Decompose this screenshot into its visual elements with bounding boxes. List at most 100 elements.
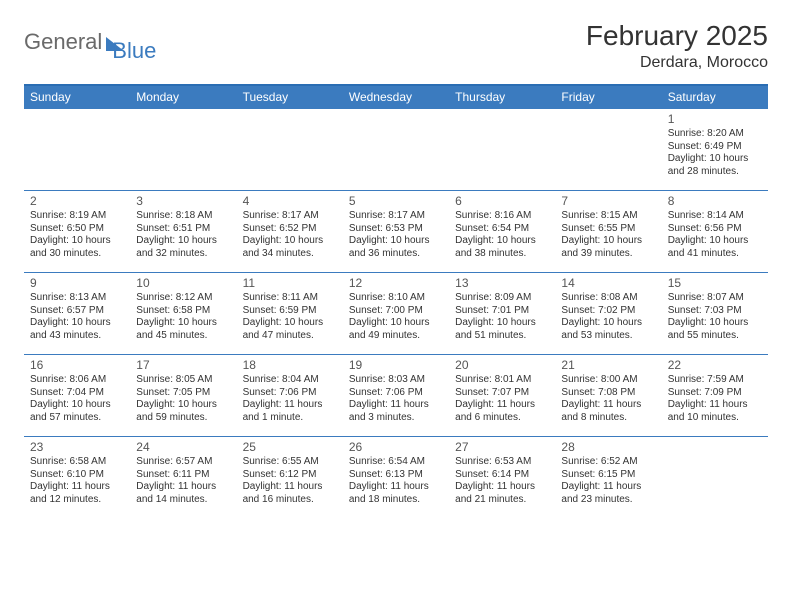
daylight-line: Daylight: 11 hours and 3 minutes. bbox=[349, 399, 443, 424]
sunrise-line: Sunrise: 8:19 AM bbox=[30, 210, 124, 223]
day-number: 5 bbox=[349, 194, 443, 209]
daylight-line: Daylight: 10 hours and 59 minutes. bbox=[136, 399, 230, 424]
calendar-empty-cell bbox=[130, 109, 236, 190]
sunset-line: Sunset: 6:57 PM bbox=[30, 305, 124, 318]
daylight-line: Daylight: 10 hours and 39 minutes. bbox=[561, 235, 655, 260]
day-number: 23 bbox=[30, 440, 124, 455]
sunset-line: Sunset: 7:09 PM bbox=[668, 387, 762, 400]
calendar-day-cell: 1Sunrise: 8:20 AMSunset: 6:49 PMDaylight… bbox=[662, 109, 768, 190]
daylight-line: Daylight: 10 hours and 36 minutes. bbox=[349, 235, 443, 260]
calendar-day-cell: 25Sunrise: 6:55 AMSunset: 6:12 PMDayligh… bbox=[237, 437, 343, 518]
calendar-week-row: 23Sunrise: 6:58 AMSunset: 6:10 PMDayligh… bbox=[24, 436, 768, 518]
calendar-day-cell: 16Sunrise: 8:06 AMSunset: 7:04 PMDayligh… bbox=[24, 355, 130, 436]
calendar-day-cell: 23Sunrise: 6:58 AMSunset: 6:10 PMDayligh… bbox=[24, 437, 130, 518]
day-number: 3 bbox=[136, 194, 230, 209]
sunset-line: Sunset: 7:08 PM bbox=[561, 387, 655, 400]
daylight-line: Daylight: 10 hours and 32 minutes. bbox=[136, 235, 230, 260]
sunset-line: Sunset: 6:58 PM bbox=[136, 305, 230, 318]
sunrise-line: Sunrise: 8:09 AM bbox=[455, 292, 549, 305]
day-number: 28 bbox=[561, 440, 655, 455]
calendar-day-cell: 8Sunrise: 8:14 AMSunset: 6:56 PMDaylight… bbox=[662, 191, 768, 272]
weekday-tuesday: Tuesday bbox=[237, 86, 343, 108]
sunrise-line: Sunrise: 6:58 AM bbox=[30, 456, 124, 469]
sunrise-line: Sunrise: 8:03 AM bbox=[349, 374, 443, 387]
day-number: 27 bbox=[455, 440, 549, 455]
daylight-line: Daylight: 11 hours and 23 minutes. bbox=[561, 481, 655, 506]
calendar-empty-cell bbox=[662, 437, 768, 518]
day-number: 8 bbox=[668, 194, 762, 209]
sunrise-line: Sunrise: 6:55 AM bbox=[243, 456, 337, 469]
daylight-line: Daylight: 10 hours and 34 minutes. bbox=[243, 235, 337, 260]
daylight-line: Daylight: 10 hours and 55 minutes. bbox=[668, 317, 762, 342]
calendar-day-cell: 26Sunrise: 6:54 AMSunset: 6:13 PMDayligh… bbox=[343, 437, 449, 518]
sunrise-line: Sunrise: 8:05 AM bbox=[136, 374, 230, 387]
sunrise-line: Sunrise: 8:16 AM bbox=[455, 210, 549, 223]
sunset-line: Sunset: 7:07 PM bbox=[455, 387, 549, 400]
calendar-day-cell: 5Sunrise: 8:17 AMSunset: 6:53 PMDaylight… bbox=[343, 191, 449, 272]
day-number: 24 bbox=[136, 440, 230, 455]
calendar: Sunday Monday Tuesday Wednesday Thursday… bbox=[24, 84, 768, 518]
calendar-week-row: 2Sunrise: 8:19 AMSunset: 6:50 PMDaylight… bbox=[24, 190, 768, 272]
day-number: 4 bbox=[243, 194, 337, 209]
sunset-line: Sunset: 6:52 PM bbox=[243, 223, 337, 236]
sunset-line: Sunset: 6:55 PM bbox=[561, 223, 655, 236]
daylight-line: Daylight: 10 hours and 47 minutes. bbox=[243, 317, 337, 342]
calendar-week-row: 16Sunrise: 8:06 AMSunset: 7:04 PMDayligh… bbox=[24, 354, 768, 436]
sunset-line: Sunset: 6:53 PM bbox=[349, 223, 443, 236]
day-number: 14 bbox=[561, 276, 655, 291]
day-number: 13 bbox=[455, 276, 549, 291]
sunset-line: Sunset: 7:00 PM bbox=[349, 305, 443, 318]
sunrise-line: Sunrise: 8:10 AM bbox=[349, 292, 443, 305]
calendar-day-cell: 14Sunrise: 8:08 AMSunset: 7:02 PMDayligh… bbox=[555, 273, 661, 354]
sunrise-line: Sunrise: 8:01 AM bbox=[455, 374, 549, 387]
calendar-day-cell: 13Sunrise: 8:09 AMSunset: 7:01 PMDayligh… bbox=[449, 273, 555, 354]
sunrise-line: Sunrise: 6:53 AM bbox=[455, 456, 549, 469]
calendar-day-cell: 19Sunrise: 8:03 AMSunset: 7:06 PMDayligh… bbox=[343, 355, 449, 436]
day-number: 6 bbox=[455, 194, 549, 209]
sunrise-line: Sunrise: 8:17 AM bbox=[349, 210, 443, 223]
day-number: 1 bbox=[668, 112, 762, 127]
sunset-line: Sunset: 6:54 PM bbox=[455, 223, 549, 236]
sunset-line: Sunset: 6:14 PM bbox=[455, 469, 549, 482]
day-number: 11 bbox=[243, 276, 337, 291]
calendar-day-cell: 11Sunrise: 8:11 AMSunset: 6:59 PMDayligh… bbox=[237, 273, 343, 354]
calendar-empty-cell bbox=[343, 109, 449, 190]
day-number: 22 bbox=[668, 358, 762, 373]
calendar-day-cell: 4Sunrise: 8:17 AMSunset: 6:52 PMDaylight… bbox=[237, 191, 343, 272]
weekday-saturday: Saturday bbox=[662, 86, 768, 108]
daylight-line: Daylight: 10 hours and 57 minutes. bbox=[30, 399, 124, 424]
sunset-line: Sunset: 6:56 PM bbox=[668, 223, 762, 236]
sunset-line: Sunset: 6:51 PM bbox=[136, 223, 230, 236]
day-number: 7 bbox=[561, 194, 655, 209]
logo-text-general: General bbox=[24, 29, 102, 55]
sunrise-line: Sunrise: 8:06 AM bbox=[30, 374, 124, 387]
calendar-day-cell: 9Sunrise: 8:13 AMSunset: 6:57 PMDaylight… bbox=[24, 273, 130, 354]
calendar-day-cell: 22Sunrise: 7:59 AMSunset: 7:09 PMDayligh… bbox=[662, 355, 768, 436]
page-title: February 2025 bbox=[586, 20, 768, 52]
day-number: 9 bbox=[30, 276, 124, 291]
sunrise-line: Sunrise: 6:54 AM bbox=[349, 456, 443, 469]
sunrise-line: Sunrise: 8:12 AM bbox=[136, 292, 230, 305]
daylight-line: Daylight: 10 hours and 38 minutes. bbox=[455, 235, 549, 260]
weekday-wednesday: Wednesday bbox=[343, 86, 449, 108]
daylight-line: Daylight: 11 hours and 14 minutes. bbox=[136, 481, 230, 506]
day-number: 16 bbox=[30, 358, 124, 373]
weekday-thursday: Thursday bbox=[449, 86, 555, 108]
calendar-day-cell: 27Sunrise: 6:53 AMSunset: 6:14 PMDayligh… bbox=[449, 437, 555, 518]
day-number: 2 bbox=[30, 194, 124, 209]
location-subtitle: Derdara, Morocco bbox=[586, 54, 768, 72]
sunrise-line: Sunrise: 7:59 AM bbox=[668, 374, 762, 387]
sunrise-line: Sunrise: 8:11 AM bbox=[243, 292, 337, 305]
day-number: 26 bbox=[349, 440, 443, 455]
sunset-line: Sunset: 7:06 PM bbox=[349, 387, 443, 400]
sunrise-line: Sunrise: 6:52 AM bbox=[561, 456, 655, 469]
calendar-day-cell: 28Sunrise: 6:52 AMSunset: 6:15 PMDayligh… bbox=[555, 437, 661, 518]
daylight-line: Daylight: 11 hours and 21 minutes. bbox=[455, 481, 549, 506]
day-number: 15 bbox=[668, 276, 762, 291]
sunrise-line: Sunrise: 8:18 AM bbox=[136, 210, 230, 223]
daylight-line: Daylight: 10 hours and 53 minutes. bbox=[561, 317, 655, 342]
day-number: 20 bbox=[455, 358, 549, 373]
sunrise-line: Sunrise: 8:04 AM bbox=[243, 374, 337, 387]
calendar-empty-cell bbox=[237, 109, 343, 190]
sunrise-line: Sunrise: 8:00 AM bbox=[561, 374, 655, 387]
